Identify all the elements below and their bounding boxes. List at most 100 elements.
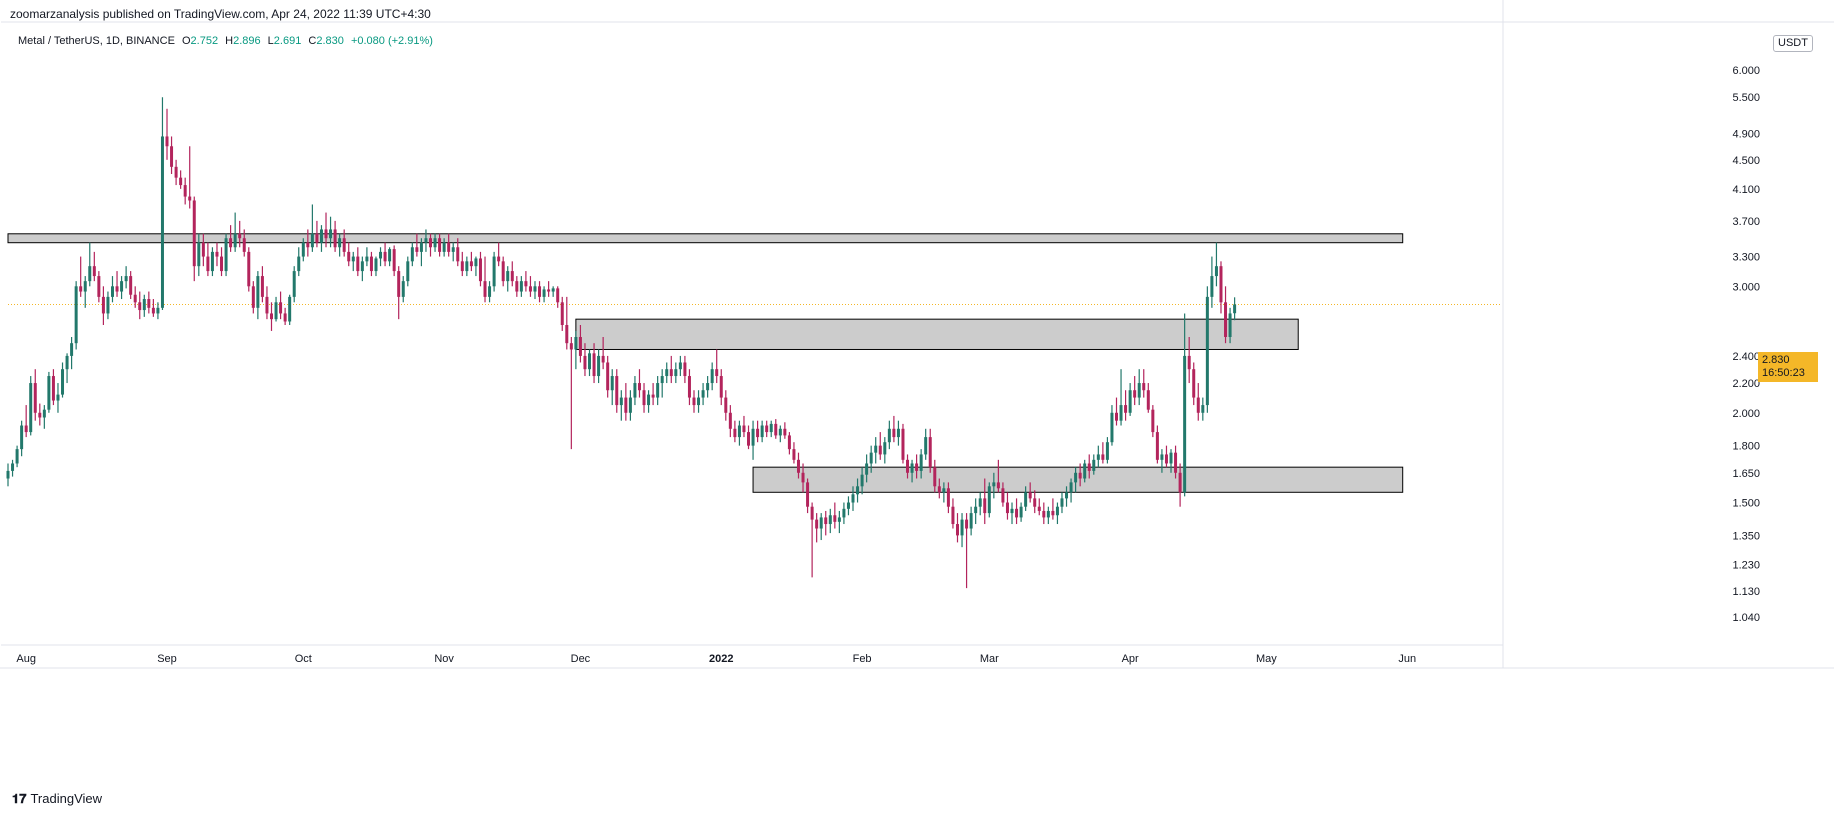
candle-body[interactable] xyxy=(478,258,482,282)
candle-body[interactable] xyxy=(1083,463,1087,479)
candle-body[interactable] xyxy=(283,313,287,322)
candle-body[interactable] xyxy=(1092,459,1096,471)
candle-body[interactable] xyxy=(1024,492,1028,507)
candle-body[interactable] xyxy=(624,397,628,413)
symbol-title[interactable]: Metal / TetherUS, 1D, BINANCE xyxy=(18,35,175,47)
candle-body[interactable] xyxy=(769,423,773,433)
candle-body[interactable] xyxy=(469,261,473,267)
candle-body[interactable] xyxy=(574,336,578,350)
candle-body[interactable] xyxy=(506,271,510,282)
candle-body[interactable] xyxy=(806,482,810,507)
candle-body[interactable] xyxy=(201,242,205,257)
candle-body[interactable] xyxy=(451,247,455,252)
candle-body[interactable] xyxy=(674,369,678,377)
candle-body[interactable] xyxy=(992,482,996,487)
candle-body[interactable] xyxy=(120,281,124,292)
candle-body[interactable] xyxy=(165,136,169,147)
candle-body[interactable] xyxy=(238,233,242,239)
candle-body[interactable] xyxy=(846,502,850,509)
candle-body[interactable] xyxy=(1010,508,1014,514)
candle-body[interactable] xyxy=(274,302,278,320)
candle-body[interactable] xyxy=(1169,452,1173,464)
candle-body[interactable] xyxy=(924,437,928,455)
candle-body[interactable] xyxy=(392,249,396,272)
candle-body[interactable] xyxy=(515,281,519,292)
candle-body[interactable] xyxy=(892,428,896,438)
candle-body[interactable] xyxy=(887,428,891,443)
candle-body[interactable] xyxy=(1060,498,1064,507)
candle-body[interactable] xyxy=(474,258,478,267)
candle-body[interactable] xyxy=(438,238,442,252)
candle-body[interactable] xyxy=(15,449,19,464)
candle-body[interactable] xyxy=(874,445,878,453)
candle-body[interactable] xyxy=(1228,313,1232,337)
candle-body[interactable] xyxy=(20,425,24,450)
candle-body[interactable] xyxy=(215,251,219,257)
candle-body[interactable] xyxy=(860,474,864,487)
candle-body[interactable] xyxy=(206,256,210,272)
candle-body[interactable] xyxy=(1065,492,1069,499)
candle-body[interactable] xyxy=(933,467,937,487)
candle-body[interactable] xyxy=(851,494,855,503)
candle-body[interactable] xyxy=(29,383,33,433)
candle-body[interactable] xyxy=(656,383,660,398)
candle-body[interactable] xyxy=(365,256,369,262)
candle-body[interactable] xyxy=(51,376,55,401)
candle-body[interactable] xyxy=(88,266,92,282)
candle-body[interactable] xyxy=(724,397,728,413)
candle-body[interactable] xyxy=(524,281,528,287)
candle-body[interactable] xyxy=(538,286,542,297)
zone-resistance[interactable] xyxy=(7,233,1404,244)
candle-body[interactable] xyxy=(1087,463,1091,471)
candle-body[interactable] xyxy=(615,376,619,406)
candle-body[interactable] xyxy=(92,266,96,277)
candle-body[interactable] xyxy=(61,369,65,395)
candle-body[interactable] xyxy=(397,271,401,297)
candle-body[interactable] xyxy=(578,336,582,356)
candle-body[interactable] xyxy=(24,425,28,433)
candle-body[interactable] xyxy=(1155,432,1159,460)
candle-body[interactable] xyxy=(955,524,959,536)
candle-body[interactable] xyxy=(774,423,778,436)
zone-support[interactable] xyxy=(752,466,1404,493)
candle-body[interactable] xyxy=(292,271,296,297)
candle-body[interactable] xyxy=(1233,304,1237,314)
candle-body[interactable] xyxy=(974,506,978,514)
candle-body[interactable] xyxy=(501,261,505,282)
candle-body[interactable] xyxy=(842,508,846,518)
candle-body[interactable] xyxy=(229,238,233,248)
candle-body[interactable] xyxy=(197,242,201,267)
candle-body[interactable] xyxy=(665,369,669,377)
candle-body[interactable] xyxy=(1096,454,1100,460)
candle-body[interactable] xyxy=(1124,405,1128,413)
candle-body[interactable] xyxy=(315,233,319,243)
candle-body[interactable] xyxy=(183,185,187,197)
candle-body[interactable] xyxy=(551,288,555,292)
candle-body[interactable] xyxy=(951,506,955,525)
candle-body[interactable] xyxy=(547,289,551,292)
candle-body[interactable] xyxy=(401,281,405,297)
candle-body[interactable] xyxy=(701,390,705,398)
candle-body[interactable] xyxy=(942,488,946,493)
candle-body[interactable] xyxy=(1178,472,1182,493)
candle-body[interactable] xyxy=(33,383,37,413)
candle-body[interactable] xyxy=(569,343,573,350)
candle-body[interactable] xyxy=(619,397,623,406)
candle-body[interactable] xyxy=(133,294,137,303)
candle-body[interactable] xyxy=(410,247,414,262)
candle-body[interactable] xyxy=(1201,405,1205,413)
candle-body[interactable] xyxy=(351,256,355,262)
candle-body[interactable] xyxy=(1015,508,1019,518)
candle-body[interactable] xyxy=(224,238,228,272)
candle-body[interactable] xyxy=(156,307,160,314)
candle-body[interactable] xyxy=(297,256,301,272)
candle-body[interactable] xyxy=(937,486,941,493)
candle-body[interactable] xyxy=(742,425,746,433)
candle-body[interactable] xyxy=(883,442,887,455)
candle-body[interactable] xyxy=(969,513,973,529)
candle-body[interactable] xyxy=(815,519,819,529)
candle-body[interactable] xyxy=(1019,506,1023,518)
candle-body[interactable] xyxy=(1160,454,1164,460)
candle-body[interactable] xyxy=(792,449,796,460)
